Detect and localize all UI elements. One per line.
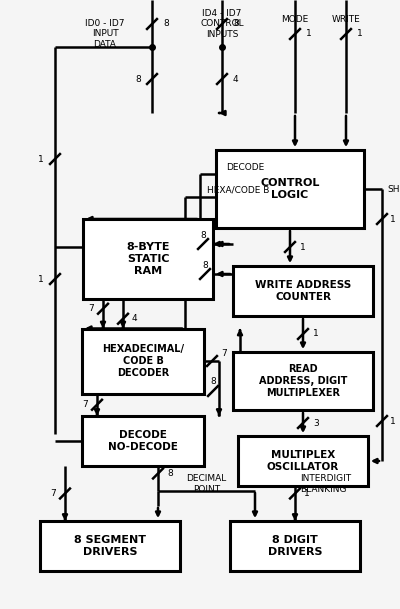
Text: 8-BYTE
STATIC
RAM: 8-BYTE STATIC RAM [126, 242, 170, 276]
Text: HEXA/CODE B: HEXA/CODE B [207, 186, 269, 194]
Text: MODE: MODE [281, 15, 309, 24]
Text: 1: 1 [357, 29, 363, 38]
Text: 8: 8 [210, 378, 216, 387]
Text: 1: 1 [38, 275, 44, 284]
Text: 1: 1 [390, 214, 396, 224]
Bar [233, 352, 373, 410]
Text: INTERDIGIT
BLANKING: INTERDIGIT BLANKING [300, 474, 351, 494]
Bar [82, 416, 204, 466]
Text: 8 DIGIT
DRIVERS: 8 DIGIT DRIVERS [268, 535, 322, 557]
Text: 8: 8 [163, 19, 169, 29]
Text: ID4 - ID7
CONTROL
INPUTS: ID4 - ID7 CONTROL INPUTS [200, 9, 244, 39]
Text: 8: 8 [200, 230, 206, 239]
Text: 8 SEGMENT
DRIVERS: 8 SEGMENT DRIVERS [74, 535, 146, 557]
Text: 7: 7 [82, 400, 88, 409]
Text: 1: 1 [306, 29, 312, 38]
Text: SHUTDOWN: SHUTDOWN [387, 185, 400, 194]
Text: 1: 1 [313, 329, 319, 339]
Text: 7: 7 [88, 304, 94, 313]
Text: 4: 4 [233, 74, 239, 83]
Text: HEXADECIMAL/
CODE B
DECODER: HEXADECIMAL/ CODE B DECODER [102, 345, 184, 378]
Text: 1: 1 [390, 417, 396, 426]
Text: READ
ADDRESS, DIGIT
MULTIPLEXER: READ ADDRESS, DIGIT MULTIPLEXER [259, 364, 347, 398]
Text: 4: 4 [132, 314, 138, 323]
Bar [83, 219, 213, 299]
Text: MULTIPLEX
OSCILLATOR: MULTIPLEX OSCILLATOR [267, 450, 339, 472]
Text: 8: 8 [167, 469, 173, 478]
Bar [82, 328, 204, 393]
Text: DECODE: DECODE [226, 163, 264, 172]
Text: 1: 1 [38, 155, 44, 163]
Text: 8: 8 [135, 74, 141, 83]
Text: 8: 8 [233, 19, 239, 29]
Text: DECIMAL
POINT: DECIMAL POINT [186, 474, 227, 494]
Text: 7: 7 [50, 489, 56, 498]
Text: 3: 3 [313, 418, 319, 428]
Text: WRITE ADDRESS
COUNTER: WRITE ADDRESS COUNTER [255, 280, 351, 302]
Text: 8: 8 [202, 261, 208, 270]
Text: 7: 7 [221, 348, 227, 357]
Text: ID0 - ID7
INPUT
DATA: ID0 - ID7 INPUT DATA [85, 19, 125, 49]
Bar [238, 436, 368, 486]
Bar [40, 521, 180, 571]
Text: WRITE: WRITE [332, 15, 360, 24]
Text: 1: 1 [300, 242, 306, 252]
Text: DECODE
NO-DECODE: DECODE NO-DECODE [108, 430, 178, 452]
Text: CONTROL
LOGIC: CONTROL LOGIC [260, 178, 320, 200]
Bar [230, 521, 360, 571]
Bar [216, 150, 364, 228]
Bar [233, 266, 373, 316]
Text: 1: 1 [304, 489, 310, 498]
